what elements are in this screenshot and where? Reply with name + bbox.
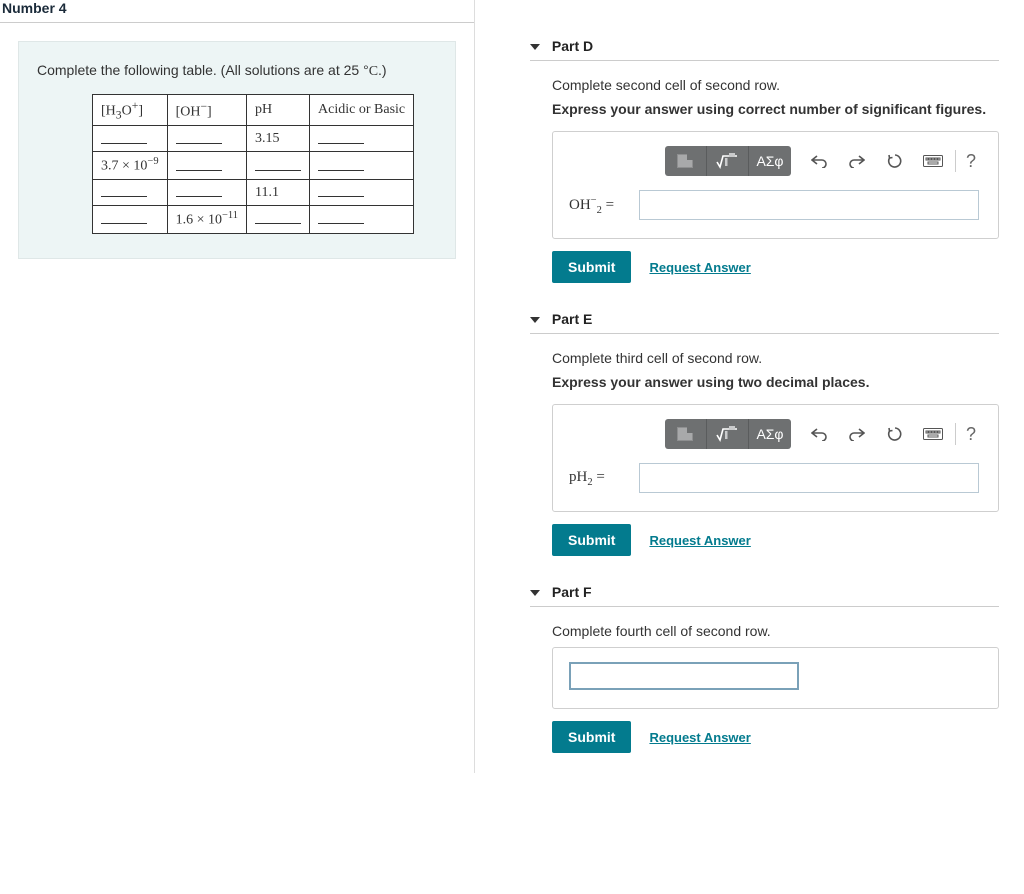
part-e: Part E Complete third cell of second row… bbox=[530, 311, 999, 556]
answer-panel: ΑΣφ ? OH−2 = bbox=[552, 131, 999, 239]
equation-toolbar: ΑΣφ ? bbox=[569, 419, 982, 449]
col-ph: pH bbox=[247, 95, 310, 126]
instruction-text: Complete third cell of second row. bbox=[552, 350, 999, 366]
part-title: Part F bbox=[552, 584, 592, 600]
submit-button[interactable]: Submit bbox=[552, 251, 631, 283]
keyboard-icon[interactable] bbox=[915, 146, 951, 176]
table-row: 11.1 bbox=[93, 180, 414, 206]
submit-button[interactable]: Submit bbox=[552, 524, 631, 556]
reset-icon[interactable] bbox=[877, 146, 913, 176]
part-header[interactable]: Part F bbox=[530, 584, 999, 607]
request-answer-link[interactable]: Request Answer bbox=[649, 260, 750, 275]
col-ab: Acidic or Basic bbox=[310, 95, 414, 126]
answer-panel: ΑΣφ ? pH2 = bbox=[552, 404, 999, 512]
col-h3o: [H3O+] bbox=[93, 95, 168, 126]
answer-input[interactable] bbox=[569, 662, 799, 690]
instruction-bold: Express your answer using correct number… bbox=[552, 101, 999, 117]
instruction-text: Complete second cell of second row. bbox=[552, 77, 999, 93]
request-answer-link[interactable]: Request Answer bbox=[649, 730, 750, 745]
chevron-down-icon bbox=[530, 44, 540, 50]
redo-icon[interactable] bbox=[839, 419, 875, 449]
reset-icon[interactable] bbox=[877, 419, 913, 449]
greek-symbols-button[interactable]: ΑΣφ bbox=[749, 419, 791, 449]
equation-label: pH2 = bbox=[569, 469, 629, 488]
chevron-down-icon bbox=[530, 590, 540, 596]
chevron-down-icon bbox=[530, 317, 540, 323]
undo-icon[interactable] bbox=[801, 419, 837, 449]
submit-button[interactable]: Submit bbox=[552, 721, 631, 753]
answer-input[interactable] bbox=[639, 463, 979, 493]
col-oh: [OH−] bbox=[167, 95, 246, 126]
prompt-text: Complete the following table. (All solut… bbox=[37, 62, 437, 80]
data-table: [H3O+] [OH−] pH Acidic or Basic 3.15 3.7… bbox=[92, 94, 414, 234]
help-icon[interactable]: ? bbox=[960, 151, 982, 172]
request-answer-link[interactable]: Request Answer bbox=[649, 533, 750, 548]
template-icon[interactable] bbox=[665, 419, 707, 449]
part-header[interactable]: Part E bbox=[530, 311, 999, 334]
answer-panel bbox=[552, 647, 999, 709]
help-icon[interactable]: ? bbox=[960, 424, 982, 445]
undo-icon[interactable] bbox=[801, 146, 837, 176]
part-title: Part D bbox=[552, 38, 593, 54]
root-icon[interactable] bbox=[707, 419, 749, 449]
question-number: Number 4 bbox=[0, 0, 474, 23]
template-icon[interactable] bbox=[665, 146, 707, 176]
instruction-bold: Express your answer using two decimal pl… bbox=[552, 374, 999, 390]
instruction-text: Complete fourth cell of second row. bbox=[552, 623, 999, 639]
redo-icon[interactable] bbox=[839, 146, 875, 176]
table-row: 3.15 bbox=[93, 126, 414, 152]
greek-symbols-button[interactable]: ΑΣφ bbox=[749, 146, 791, 176]
root-icon[interactable] bbox=[707, 146, 749, 176]
part-title: Part E bbox=[552, 311, 592, 327]
keyboard-icon[interactable] bbox=[915, 419, 951, 449]
table-row: 3.7 × 10−9 bbox=[93, 152, 414, 180]
part-d: Part D Complete second cell of second ro… bbox=[530, 38, 999, 283]
answer-input[interactable] bbox=[639, 190, 979, 220]
part-f: Part F Complete fourth cell of second ro… bbox=[530, 584, 999, 753]
part-header[interactable]: Part D bbox=[530, 38, 999, 61]
equation-toolbar: ΑΣφ ? bbox=[569, 146, 982, 176]
table-row: 1.6 × 10−11 bbox=[93, 206, 414, 234]
prompt-box: Complete the following table. (All solut… bbox=[18, 41, 456, 259]
equation-label: OH−2 = bbox=[569, 195, 629, 216]
